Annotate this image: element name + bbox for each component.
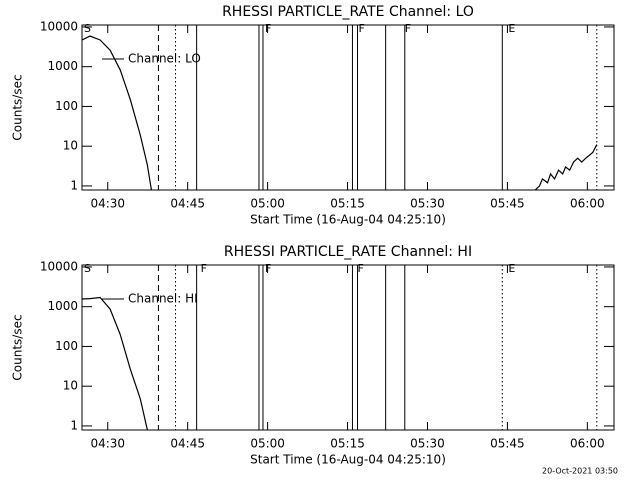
x-tick-label: 04:30	[90, 437, 125, 451]
data-line	[81, 35, 598, 191]
legend-label: Channel: LO	[128, 52, 201, 66]
flag-label: F	[405, 22, 411, 35]
y-tick-label: 1	[70, 418, 78, 432]
flag-label: F	[201, 262, 207, 275]
plot-frame	[81, 264, 615, 431]
y-tick-label: 1000	[47, 59, 78, 73]
chart-title: RHESSI PARTICLE_RATE Channel: LO	[222, 4, 474, 20]
y-axis-label: Counts/sec	[11, 74, 25, 140]
y-tick-label: 10000	[40, 259, 78, 273]
chart-title: RHESSI PARTICLE_RATE Channel: HI	[224, 244, 472, 260]
flag-label: S	[84, 22, 91, 35]
y-axis-label: Counts/sec	[11, 314, 25, 380]
x-tick-label: 05:45	[490, 197, 525, 211]
x-tick-label: 05:00	[250, 197, 285, 211]
flag-label: F	[265, 262, 271, 275]
x-axis-label: Start Time (16-Aug-04 04:25:10)	[250, 213, 446, 227]
flag-label: E	[508, 22, 515, 35]
x-tick-label: 05:45	[490, 437, 525, 451]
x-tick-label: 06:00	[570, 197, 605, 211]
data-line	[81, 296, 148, 430]
y-tick-label: 10	[63, 139, 78, 153]
footer: 20-Oct-2021 03:50	[542, 467, 618, 476]
x-tick-label: 04:45	[170, 437, 205, 451]
y-tick-label: 10000	[40, 19, 78, 33]
x-tick-label: 05:30	[410, 197, 445, 211]
y-tick-label: 100	[55, 339, 78, 353]
y-tick-label: 100	[55, 99, 78, 113]
flag-label: F	[358, 262, 364, 275]
y-tick-label: 10	[63, 379, 78, 393]
flag-label: E	[508, 262, 515, 275]
plot-frame	[81, 24, 615, 191]
x-tick-label: 05:15	[330, 437, 365, 451]
x-tick-label: 05:00	[250, 437, 285, 451]
x-tick-label: 06:00	[570, 437, 605, 451]
x-tick-label: 05:30	[410, 437, 445, 451]
legend-label: Channel: HI	[128, 292, 198, 306]
y-tick-label: 1000	[47, 299, 78, 313]
flag-label: F	[265, 22, 271, 35]
y-tick-label: 1	[70, 178, 78, 192]
x-tick-label: 04:30	[90, 197, 125, 211]
x-tick-label: 05:15	[330, 197, 365, 211]
flag-label: S	[84, 262, 91, 275]
x-axis-label: Start Time (16-Aug-04 04:25:10)	[250, 453, 446, 467]
x-tick-label: 04:45	[170, 197, 205, 211]
flag-label: F	[358, 22, 364, 35]
